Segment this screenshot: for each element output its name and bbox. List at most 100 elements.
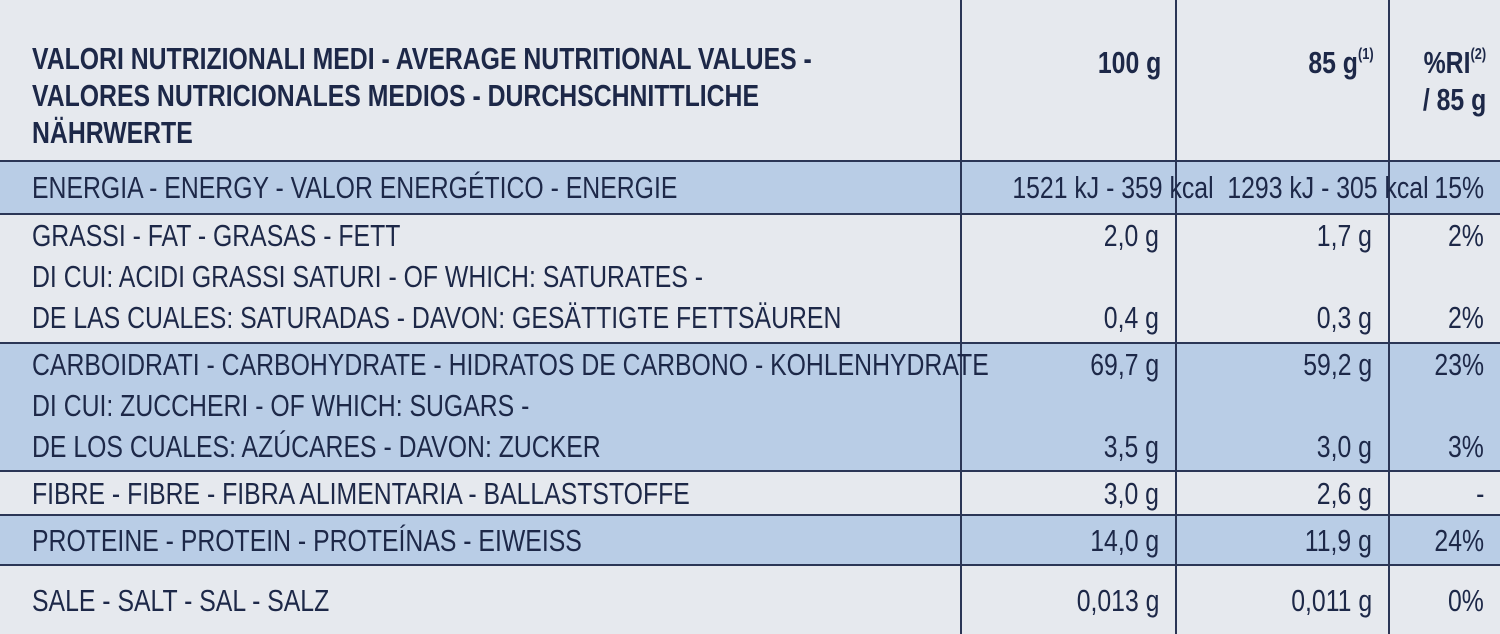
value-cell: 24% (1388, 516, 1500, 564)
value-line: 2% (1390, 215, 1484, 256)
value-text: 23% (1434, 347, 1484, 382)
label-cell: ENERGIA - ENERGY - VALOR ENERGÉTICO - EN… (0, 162, 960, 213)
value-text: 14,0 g (1090, 522, 1159, 558)
value-cell: 0,011 g (1175, 566, 1388, 634)
value-line: 15% (1390, 167, 1484, 208)
value-text: 3,5 g (1103, 429, 1159, 464)
value-text: 69,7 g (1090, 347, 1159, 382)
value-text: 11,9 g (1304, 522, 1372, 558)
label-line: FIBRE - FIBRE - FIBRA ALIMENTARIA - BALL… (32, 473, 960, 514)
label-line: SALE - SALT - SAL - SALZ (32, 580, 960, 621)
label-line: DE LAS CUALES: SATURADAS - DAVON: GESÄTT… (32, 297, 960, 338)
value-line: 14,0 g (962, 520, 1159, 561)
value-line: 3% (1390, 426, 1484, 467)
value-line: 0,4 g (962, 297, 1159, 338)
value-text: 1521 kJ - 359 kcal (1012, 170, 1214, 205)
value-cell: 0% (1388, 566, 1500, 634)
title-line: VALORI NUTRIZIONALI MEDI - AVERAGE NUTRI… (32, 41, 812, 76)
label-cell: GRASSI - FAT - GRASAS - FETT DI CUI: ACID… (0, 215, 960, 342)
label-text: DE LOS CUALES: AZÚCARES - DAVON: ZUCKER (32, 429, 601, 464)
value-cell: 2,0 g 0,4 g (960, 215, 1175, 342)
value-line: 0,011 g (1177, 580, 1372, 621)
column-label: 100 g (1097, 45, 1161, 80)
value-text: 15% (1434, 170, 1484, 205)
label-line: CARBOIDRATI - CARBOHYDRATE - HIDRATOS DE… (32, 344, 989, 385)
value-text: 59,2 g (1303, 347, 1372, 382)
column-label-wrap: 85 g(1) (1309, 44, 1374, 81)
column-label: %RI (1423, 45, 1471, 80)
value-line: 0% (1390, 580, 1484, 621)
value-text: 0,013 g (1076, 582, 1159, 618)
value-text: - (1475, 475, 1484, 511)
value-line: 59,2 g (1177, 344, 1372, 385)
value-text: 2% (1448, 300, 1484, 335)
value-line: 2,0 g (962, 215, 1159, 256)
value-line: 1,7 g (1177, 215, 1372, 256)
value-text: 2,0 g (1103, 218, 1159, 253)
spacer (962, 385, 1159, 426)
value-text: 0% (1448, 582, 1484, 618)
value-line: 3,0 g (1177, 426, 1372, 467)
header-cell: %RI(2)/ 85 g (1388, 0, 1500, 160)
label-line: DI CUI: ZUCCHERI - OF WHICH: SUGARS - (32, 385, 960, 426)
label-cell: FIBRE - FIBRE - FIBRA ALIMENTARIA - BALL… (0, 472, 960, 514)
label-cell: CARBOIDRATI - CARBOHYDRATE - HIDRATOS DE… (0, 344, 989, 470)
label-text: DE LAS CUALES: SATURADAS - DAVON: GESÄTT… (32, 300, 842, 335)
value-text: 1,7 g (1316, 218, 1372, 253)
spacer (1390, 256, 1484, 297)
value-text: 1293 kJ - 305 kcal (1227, 170, 1429, 205)
label-line: DE LOS CUALES: AZÚCARES - DAVON: ZUCKER (32, 426, 960, 467)
label-line: GRASSI - FAT - GRASAS - FETT (32, 215, 960, 256)
label-cell: PROTEINE - PROTEIN - PROTEÍNAS - EIWEISS (0, 516, 960, 564)
value-cell: 59,2 g 3,0 g (1175, 344, 1388, 470)
label-text: ENERGIA - ENERGY - VALOR ENERGÉTICO - EN… (32, 170, 678, 205)
label-text: SALE - SALT - SAL - SALZ (32, 582, 330, 618)
value-line: 3,5 g (962, 426, 1159, 467)
label-text: GRASSI - FAT - GRASAS - FETT (32, 218, 401, 253)
label-text: DI CUI: ACIDI GRASSI SATURI - OF WHICH: … (32, 259, 704, 294)
header-row: VALORI NUTRIZIONALI MEDI - AVERAGE NUTRI… (0, 0, 1500, 160)
spacer (1177, 385, 1372, 426)
value-cell: 3,0 g (960, 472, 1175, 514)
spacer (1390, 385, 1484, 426)
title-line: VALORES NUTRICIONALES MEDIOS - DURCHSCHN… (32, 78, 760, 113)
value-cell: 23% 3% (1388, 344, 1500, 470)
value-cell: 2% 2% (1388, 215, 1500, 342)
table-row: SALE - SALT - SAL - SALZ 0,013 g 0,011 g 0% (0, 564, 1500, 634)
value-cell: 1293 kJ - 305 kcal (1175, 162, 1429, 213)
value-line: 23% (1390, 344, 1484, 385)
footnote-mark: (1) (1358, 46, 1374, 63)
value-line: 3,0 g (962, 473, 1159, 514)
label-line: DI CUI: ACIDI GRASSI SATURI - OF WHICH: … (32, 256, 960, 297)
value-text: 2,6 g (1316, 475, 1372, 511)
value-text: 24% (1434, 522, 1484, 558)
value-cell: 2,6 g (1175, 472, 1388, 514)
value-text: 0,3 g (1316, 300, 1372, 335)
value-line: 2,6 g (1177, 473, 1372, 514)
value-text: 3,0 g (1316, 429, 1372, 464)
label-text: FIBRE - FIBRE - FIBRA ALIMENTARIA - BALL… (32, 475, 690, 511)
column-sub-label: / 85 g (1422, 82, 1486, 117)
value-text: 0,4 g (1103, 300, 1159, 335)
value-cell: 11,9 g (1175, 516, 1388, 564)
value-line: - (1390, 473, 1484, 514)
value-line: 24% (1390, 520, 1484, 561)
spacer (1177, 256, 1372, 297)
value-line: 1521 kJ - 359 kcal (962, 167, 1213, 208)
label-line: PROTEINE - PROTEIN - PROTEÍNAS - EIWEISS (32, 520, 960, 561)
value-text: 0,011 g (1291, 582, 1372, 618)
header-cell: 100 g (960, 0, 1175, 160)
label-cell: SALE - SALT - SAL - SALZ (0, 566, 960, 634)
column-label: 85 g (1308, 45, 1359, 80)
value-cell: 69,7 g 3,5 g (960, 344, 1175, 470)
value-line: 0,013 g (962, 580, 1159, 621)
value-line: 1293 kJ - 305 kcal (1177, 167, 1428, 208)
value-cell: - (1388, 472, 1500, 514)
value-line: 0,3 g (1177, 297, 1372, 338)
value-cell: 1,7 g 0,3 g (1175, 215, 1388, 342)
header-title: VALORI NUTRIZIONALI MEDI - AVERAGE NUTRI… (0, 0, 960, 160)
label-text: PROTEINE - PROTEIN - PROTEÍNAS - EIWEISS (32, 522, 582, 558)
value-text: 2% (1448, 218, 1484, 253)
value-line: 2% (1390, 297, 1484, 338)
